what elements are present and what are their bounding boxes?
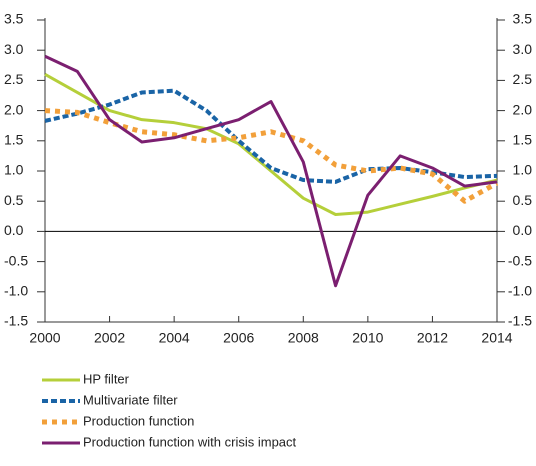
x-tick-label: 2012 xyxy=(417,330,448,346)
y2-tick-label: 1.0 xyxy=(513,162,533,178)
series-line xyxy=(44,54,498,288)
y-tick-label: 3.5 xyxy=(4,11,24,27)
x-tick-label: 2010 xyxy=(352,330,383,346)
y2-tick-label: -1.0 xyxy=(508,283,532,299)
y-tick-label: -1.5 xyxy=(4,313,28,329)
y-tick-label: 2.0 xyxy=(4,101,24,117)
y2-tick-label: 3.0 xyxy=(513,41,533,57)
x-tick-label: 2008 xyxy=(288,330,319,346)
legend-label: Production function xyxy=(83,413,194,428)
y-tick-label: 3.0 xyxy=(4,41,24,57)
y2-tick-label: 0.5 xyxy=(513,192,533,208)
legend-label: Production function with crisis impact xyxy=(83,434,297,449)
series-line xyxy=(44,88,498,184)
y-tick-label: -1.0 xyxy=(4,283,28,299)
legend-label: HP filter xyxy=(83,371,130,386)
y2-tick-label: 2.0 xyxy=(513,101,533,117)
legend-label: Multivariate filter xyxy=(83,392,178,407)
y2-tick-label: 1.5 xyxy=(513,132,533,148)
y2-tick-label: 2.5 xyxy=(513,71,533,87)
x-tick-label: 2014 xyxy=(481,330,512,346)
y-tick-label: 0.0 xyxy=(4,222,24,238)
y2-tick-label: -1.5 xyxy=(508,313,532,329)
y-tick-label: -0.5 xyxy=(4,252,28,268)
y2-tick-label: 3.5 xyxy=(513,11,533,27)
x-tick-label: 2002 xyxy=(94,330,125,346)
x-tick-label: 2004 xyxy=(159,330,190,346)
y2-tick-label: 0.0 xyxy=(513,222,533,238)
y-tick-label: 1.5 xyxy=(4,132,24,148)
y-tick-label: 1.0 xyxy=(4,162,24,178)
y-tick-label: 2.5 xyxy=(4,71,24,87)
series-line xyxy=(44,108,499,204)
y2-tick-label: -0.5 xyxy=(508,252,532,268)
x-tick-label: 2000 xyxy=(29,330,60,346)
y-tick-label: 0.5 xyxy=(4,192,24,208)
series-line xyxy=(44,73,498,216)
x-tick-label: 2006 xyxy=(223,330,254,346)
